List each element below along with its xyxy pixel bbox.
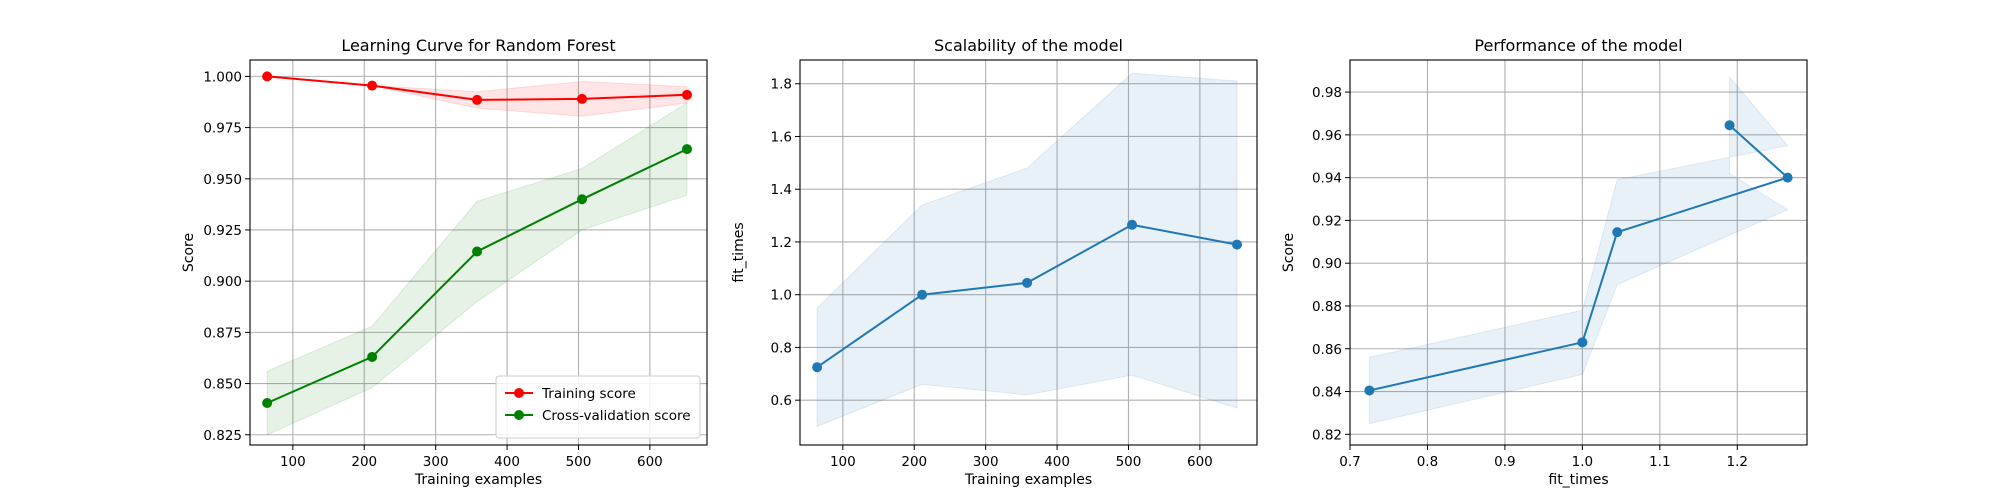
y-tick-label: 0.825 [203,428,242,444]
series-1-point [1724,120,1735,131]
y-tick-label: 0.875 [203,325,242,341]
x-tick-label: 600 [1187,454,1213,470]
series-1-point [1577,337,1588,348]
y-tick-label: 0.850 [203,377,242,393]
legend-label: Cross-validation score [542,408,691,424]
x-axis-label: fit_times [1548,472,1608,488]
x-tick-label: 1.2 [1727,454,1748,470]
y-tick-label: 1.4 [771,182,792,198]
y-tick-label: 0.925 [203,223,242,239]
series-1-point [682,89,693,100]
y-tick-label: 0.88 [1312,299,1342,315]
x-axis-label: Training examples [414,472,542,488]
y-tick-label: 1.8 [771,77,792,93]
y-tick-label: 0.82 [1312,427,1342,443]
x-tick-label: 0.9 [1494,454,1515,470]
legend-swatch-marker [514,388,524,398]
x-tick-label: 200 [901,454,927,470]
chart-title: Learning Curve for Random Forest [341,36,615,55]
y-tick-label: 0.6 [771,393,792,409]
series-1-point [1022,277,1033,288]
x-tick-label: 600 [637,454,663,470]
series-2-point [577,194,588,205]
chart-title: Scalability of the model [934,36,1123,55]
x-tick-label: 100 [830,454,856,470]
y-tick-label: 0.96 [1312,128,1342,144]
series-1-band [1368,75,1789,425]
legend-box [495,375,701,439]
x-tick-label: 100 [280,454,306,470]
series-2-point [262,398,273,409]
y-axis-label: fit_times [731,222,747,282]
y-tick-label: 1.6 [771,129,792,145]
chart-title: Performance of the model [1474,36,1682,55]
y-tick-label: 0.8 [771,340,792,356]
legend-swatch-marker [514,410,524,420]
y-tick-label: 0.950 [203,172,242,188]
x-tick-label: 300 [423,454,449,470]
axes-frame [799,59,1258,446]
x-tick-label: 400 [494,454,520,470]
y-axis-label: Score [181,233,197,272]
x-tick-label: 1.1 [1649,454,1670,470]
chart-panel-1: 100 200 300 400 500 600 0.825 0.850 0.875 0.900 0.… [181,36,708,488]
x-tick-label: 300 [973,454,999,470]
y-tick-label: 0.94 [1312,171,1342,187]
series-2-point [472,246,483,257]
legend: Training score Cross-validation score [495,375,701,439]
legend-label: Training score [541,386,636,402]
y-tick-label: 1.000 [203,69,242,85]
series-2-point [367,351,378,362]
y-tick-label: 0.86 [1312,342,1342,358]
series-1-point [1232,239,1243,250]
y-tick-label: 0.98 [1312,85,1342,101]
y-tick-label: 0.900 [203,274,242,290]
y-tick-label: 0.84 [1312,385,1342,401]
series-1-point [812,362,823,373]
series-1-point [472,94,483,105]
series-2-point [682,144,693,155]
series-1-point [367,80,378,91]
series-1-point [917,289,928,300]
x-tick-label: 0.7 [1339,454,1360,470]
series-1-band [816,72,1238,428]
y-tick-label: 0.90 [1312,256,1342,272]
series-1-point [577,93,588,104]
y-tick-label: 1.2 [771,235,792,251]
axes-frame [1349,59,1808,446]
series-2-band [266,102,688,436]
x-tick-label: 200 [351,454,377,470]
series-1-point [1612,227,1623,238]
x-tick-label: 1.0 [1572,454,1593,470]
x-tick-label: 500 [566,454,592,470]
chart-panel-2: 100 200 300 400 500 600 0.6 0.8 1.0 1.2 1.4 1.6 1.8 S… [731,36,1258,488]
series-1-point [1782,172,1793,183]
series-1-point [1364,385,1375,396]
y-tick-label: 0.92 [1312,213,1342,229]
x-tick-label: 500 [1116,454,1142,470]
y-tick-label: 0.975 [203,121,242,137]
axes-frame [249,59,708,446]
chart-panel-3: 0.7 0.8 0.9 1.0 1.1 1.2 0.82 0.84 0.86 0.88 0.90 0.… [1281,36,1808,488]
series-1-point [262,71,273,82]
x-tick-label: 0.8 [1417,454,1438,470]
x-tick-label: 400 [1044,454,1070,470]
series-1-point [1127,219,1138,230]
x-axis-label: Training examples [964,472,1092,488]
y-axis-label: Score [1281,233,1297,272]
y-tick-label: 1.0 [771,288,792,304]
